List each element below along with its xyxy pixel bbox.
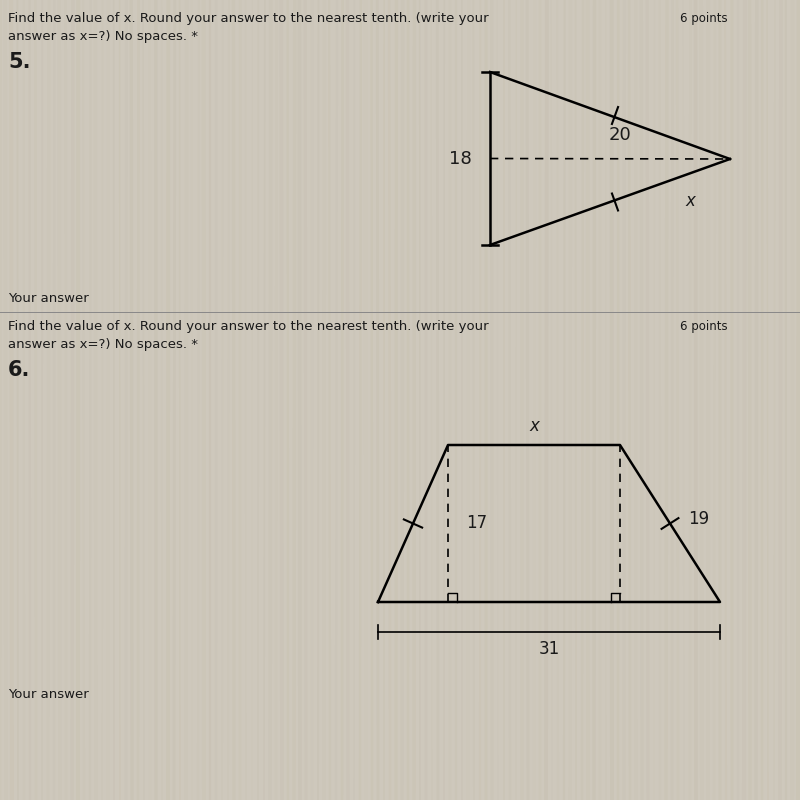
Text: Find the value of x. Round your answer to the nearest tenth. (write your: Find the value of x. Round your answer t… [8,320,489,333]
Text: 17: 17 [466,514,487,533]
Text: Find the value of x. Round your answer to the nearest tenth. (write your: Find the value of x. Round your answer t… [8,12,489,25]
Text: answer as x=?) No spaces. *: answer as x=?) No spaces. * [8,338,198,351]
Text: 5.: 5. [8,52,30,72]
Text: Your answer: Your answer [8,688,89,701]
Text: 6 points: 6 points [680,320,728,333]
Text: 18: 18 [450,150,472,167]
Text: 20: 20 [609,126,631,145]
Text: answer as x=?) No spaces. *: answer as x=?) No spaces. * [8,30,198,43]
Text: x: x [529,417,539,435]
Text: Your answer: Your answer [8,292,89,305]
Text: 6.: 6. [8,360,30,380]
Text: 19: 19 [688,510,709,527]
Text: 6 points: 6 points [680,12,728,25]
Text: 31: 31 [538,640,560,658]
Text: x: x [685,192,695,210]
